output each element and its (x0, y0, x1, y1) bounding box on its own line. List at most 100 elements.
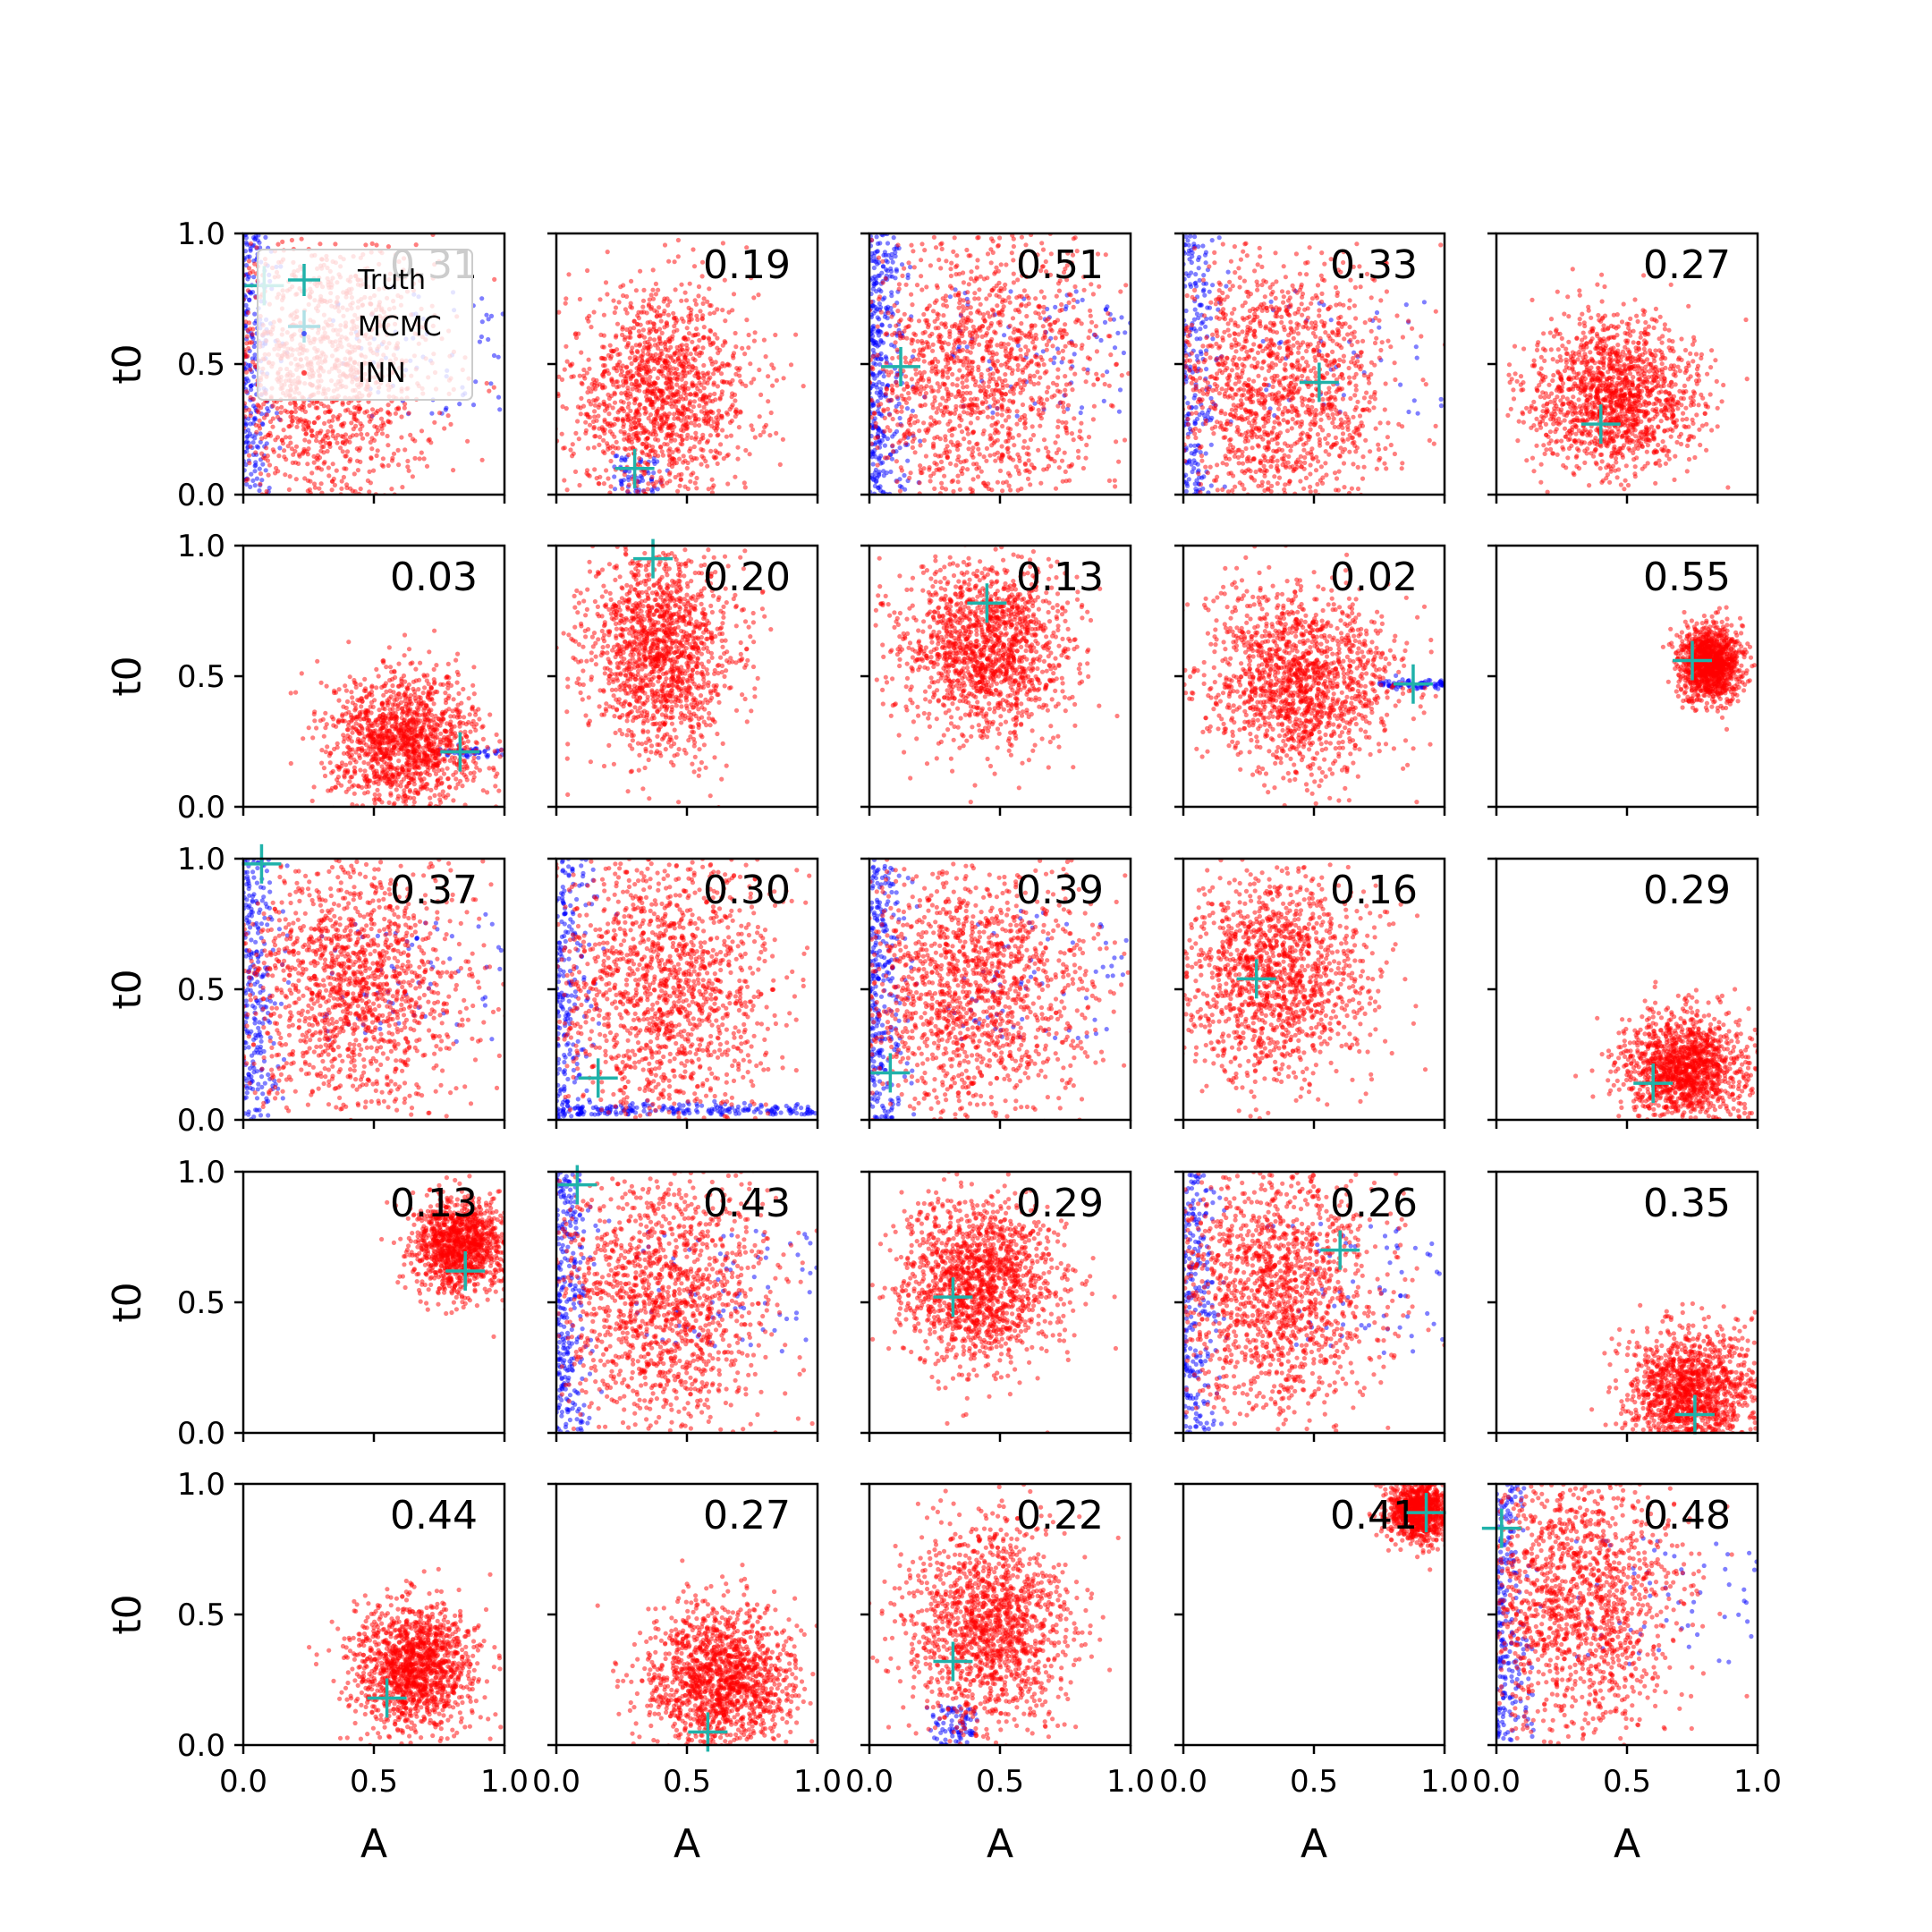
inn-point (1019, 234, 1024, 240)
inn-point (708, 433, 714, 438)
inn-point (682, 415, 687, 420)
inn-point (1037, 395, 1042, 401)
mcmc-point (1208, 442, 1214, 447)
inn-point (692, 436, 699, 442)
inn-point (691, 444, 697, 450)
inn-point (919, 403, 924, 409)
inn-point (1054, 450, 1059, 455)
inn-point (1044, 389, 1050, 394)
panel-r1-c4: 0.33 (1174, 232, 1446, 504)
inn-point (992, 329, 997, 335)
inn-point (358, 486, 363, 492)
inn-point (331, 414, 336, 419)
mcmc-point (1191, 458, 1197, 463)
inn-point (902, 266, 907, 271)
inn-point (961, 298, 966, 303)
inn-point (976, 364, 981, 369)
inn-point (672, 259, 677, 265)
inn-point (303, 431, 309, 436)
inn-point (701, 373, 707, 378)
inn-point (956, 290, 962, 296)
mcmc-point (878, 329, 884, 335)
inn-point (663, 365, 668, 370)
inn-point (612, 309, 617, 316)
inn-point (657, 444, 664, 450)
inn-point (1011, 391, 1016, 396)
inn-point (746, 332, 751, 338)
mcmc-point (254, 444, 259, 449)
inn-point (318, 439, 323, 445)
inn-point (995, 479, 1000, 485)
inn-point (1055, 375, 1061, 380)
inn-point (932, 394, 937, 400)
inn-point (711, 371, 716, 377)
inn-point (691, 412, 697, 419)
inn-point (681, 460, 686, 465)
inn-point (410, 436, 415, 442)
mcmc-point (1207, 305, 1213, 310)
inn-point (923, 318, 928, 323)
inn-point (276, 453, 282, 459)
inn-point (683, 298, 690, 303)
inn-point (970, 324, 976, 329)
inn-point (1106, 478, 1112, 484)
mcmc-point (267, 485, 272, 491)
inn-point (319, 444, 325, 450)
mcmc-point (873, 340, 878, 345)
inn-point (686, 386, 691, 391)
inn-point (1037, 303, 1042, 309)
inn-point (749, 423, 754, 428)
mcmc-point (872, 483, 878, 489)
inn-point (1041, 402, 1046, 407)
inn-point (697, 337, 702, 343)
inn-point (977, 452, 982, 457)
inn-point (984, 484, 989, 489)
inn-point (994, 352, 999, 357)
inn-point (643, 364, 648, 369)
inn-point (1015, 277, 1021, 283)
inn-point (379, 426, 385, 431)
inn-point (947, 449, 953, 454)
inn-point (581, 367, 587, 373)
inn-point (988, 320, 995, 326)
inn-point (331, 476, 336, 482)
mcmc-point (1186, 248, 1191, 253)
inn-point (728, 433, 734, 438)
inn-point (661, 373, 666, 378)
inn-point (911, 420, 918, 426)
mcmc-point (1191, 317, 1197, 322)
inn-point (965, 300, 970, 305)
inn-point (694, 313, 699, 318)
inn-point (951, 345, 957, 351)
mcmc-point (1189, 270, 1194, 275)
inn-point (700, 301, 706, 306)
mcmc-point (908, 265, 913, 270)
inn-point (719, 415, 724, 420)
inn-point (301, 418, 308, 423)
inn-point (987, 376, 993, 381)
mcmc-point (878, 305, 884, 310)
inn-point (996, 242, 1001, 248)
inn-point (948, 267, 953, 272)
inn-point (1022, 461, 1028, 466)
inn-point (1008, 487, 1013, 493)
inn-point (283, 472, 288, 478)
inn-point (299, 236, 304, 242)
inn-point (970, 365, 975, 370)
inn-point (559, 377, 565, 382)
inn-point (616, 300, 622, 305)
inn-point (715, 421, 720, 427)
inn-point (875, 462, 880, 468)
inn-point (591, 398, 597, 403)
inn-point (984, 445, 989, 451)
inn-point (924, 284, 929, 290)
mcmc-point (877, 241, 883, 246)
inn-point (994, 292, 999, 298)
inn-point (675, 488, 681, 494)
inn-point (260, 455, 267, 461)
inn-point (928, 479, 933, 484)
inn-point (1097, 284, 1102, 289)
inn-point (735, 456, 741, 462)
mcmc-point (1032, 401, 1038, 406)
inn-point (1033, 332, 1038, 338)
